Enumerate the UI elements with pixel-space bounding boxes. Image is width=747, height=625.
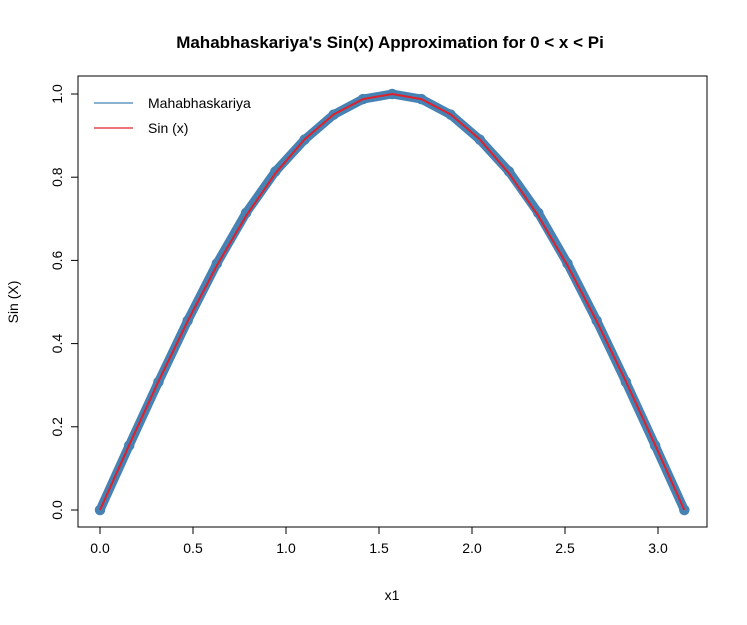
legend-label: Sin (x): [148, 120, 188, 136]
plot-frame: [77, 75, 708, 528]
y-axis-title: Sin (X): [5, 281, 21, 324]
series-mahabhaskariya-point: [445, 109, 456, 120]
y-tick-label: 0.4: [49, 334, 65, 354]
series-layer: [94, 88, 690, 516]
legend-label: Mahabhaskariya: [148, 95, 251, 111]
x-tick-label: 1.0: [276, 540, 296, 556]
series-mahabhaskariya-point: [328, 109, 339, 120]
x-tick-label: 2.0: [462, 540, 482, 556]
y-tick-label: 0.8: [49, 167, 65, 187]
series-mahabhaskariya-point: [270, 166, 281, 177]
series-mahabhaskariya-point: [503, 166, 515, 177]
x-axis-title: x1: [385, 587, 400, 603]
x-tick-label: 3.0: [648, 540, 668, 556]
series-mahabhaskariya-point: [591, 315, 602, 326]
y-tick-label: 0.2: [49, 417, 65, 437]
series-mahabhaskariya-line: [95, 89, 689, 515]
y-tick-label: 1.0: [49, 84, 65, 104]
chart-title: Mahabhaskariya's Sin(x) Approximation fo…: [176, 33, 604, 52]
series-mahabhaskariya-point: [474, 134, 486, 145]
x-axis: 0.0 0.5 1.0 1.5 2.0 2.5 3.0: [90, 526, 668, 556]
y-axis: 0.0 0.2 0.4 0.6 0.8 1.0: [49, 84, 79, 520]
y-tick-label: 0.0: [49, 500, 65, 520]
x-tick-label: 1.5: [369, 540, 389, 556]
series-mahabhaskariya-point: [299, 134, 310, 145]
series-mahabhaskariya-point: [182, 315, 193, 326]
x-tick-label: 0.0: [90, 540, 110, 556]
series-mahabhaskariya-point: [649, 440, 661, 451]
series-sin-line: [99, 93, 686, 511]
series-mahabhaskariya-point: [123, 440, 135, 451]
legend: Mahabhaskariya Sin (x): [94, 95, 251, 136]
x-tick-label: 2.5: [555, 540, 575, 556]
series-mahabhaskariya-point: [94, 504, 106, 516]
series-mahabhaskariya-point: [620, 376, 632, 388]
series-mahabhaskariya-point: [562, 258, 573, 269]
series-mahabhaskariya-point: [153, 376, 164, 388]
series-mahabhaskariya-point: [679, 504, 690, 516]
y-tick-label: 0.6: [49, 250, 65, 270]
x-tick-label: 0.5: [183, 540, 203, 556]
series-mahabhaskariya-point: [211, 258, 223, 269]
